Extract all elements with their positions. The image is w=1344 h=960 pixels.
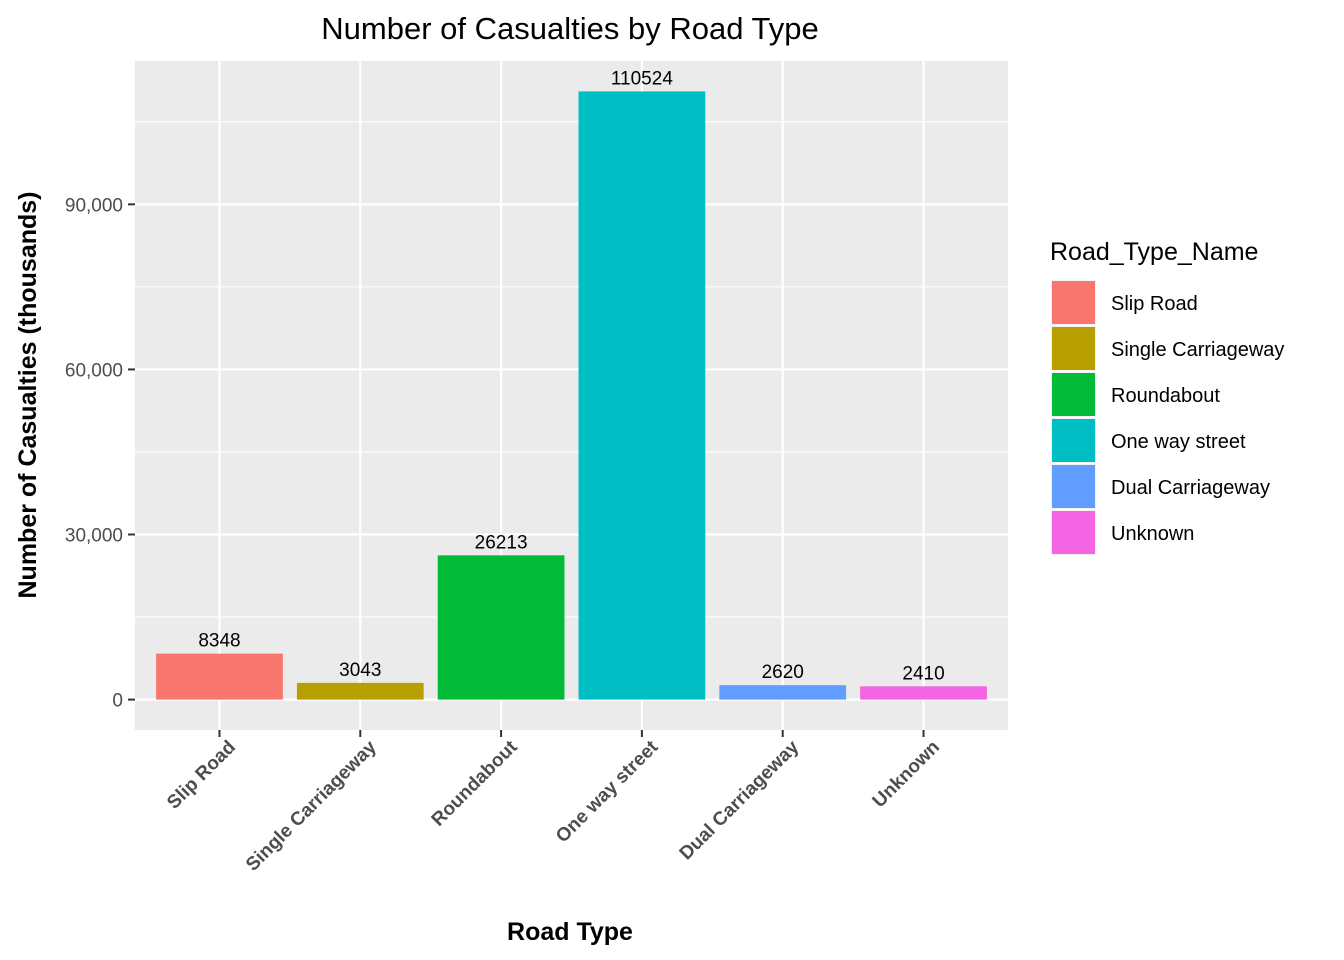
x-tick-label: Roundabout	[428, 736, 522, 830]
data-label-3: 26213	[475, 532, 528, 553]
legend-title: Road_Type_Name	[1050, 238, 1258, 266]
x-tick-label: One way street	[552, 736, 663, 847]
legend-label: Slip Road	[1111, 293, 1198, 315]
x-axis-title: Road Type	[507, 918, 633, 946]
data-labels: 8348 3043 26213 110524 2620 2410	[198, 68, 944, 684]
y-tick-label: 0	[112, 691, 123, 712]
x-tick-label: Dual Carriageway	[676, 736, 804, 864]
x-tick-label: Unknown	[869, 737, 944, 812]
x-tick-label: Slip Road	[163, 737, 240, 814]
legend-label: Roundabout	[1111, 385, 1220, 407]
y-tick-label: 90,000	[65, 195, 123, 216]
legend-swatch	[1052, 281, 1095, 324]
x-tick-label: Single Carriageway	[242, 736, 381, 875]
data-label-6: 2410	[902, 663, 944, 684]
legend-swatch	[1052, 511, 1095, 554]
x-axis: Slip Road Single Carriageway Roundabout One…	[163, 730, 944, 875]
legend-swatch	[1052, 373, 1095, 416]
y-tick-label: 30,000	[65, 526, 123, 547]
y-axis: 0 30,000 60,000 90,000	[65, 195, 135, 712]
data-label-1: 8348	[198, 631, 240, 652]
legend-label: One way street	[1111, 431, 1246, 453]
minor-gridlines	[135, 121, 1008, 618]
data-label-5: 2620	[762, 662, 804, 683]
legend-items: Slip Road Single Carriageway Roundabout One…	[1051, 280, 1284, 555]
bars	[156, 91, 987, 700]
bar-6	[860, 686, 987, 700]
bar-3	[437, 555, 565, 700]
bar-5	[719, 685, 847, 700]
legend: Road_Type_Name Slip Road Single Carriagew…	[1050, 238, 1284, 555]
bar-4	[578, 91, 706, 700]
legend-label: Dual Carriageway	[1111, 477, 1270, 499]
bar-2	[296, 682, 424, 700]
legend-label: Single Carriageway	[1111, 339, 1284, 361]
plot-panel	[135, 61, 1008, 730]
data-label-2: 3043	[339, 660, 381, 681]
legend-swatch	[1052, 327, 1095, 370]
legend-label: Unknown	[1111, 523, 1194, 545]
legend-swatch	[1052, 465, 1095, 508]
y-axis-title: Number of Casualties (thousands)	[14, 192, 42, 599]
legend-swatch	[1052, 419, 1095, 462]
y-tick-label: 60,000	[65, 360, 123, 381]
chart-title: Number of Casualties by Road Type	[321, 11, 818, 46]
data-label-4: 110524	[611, 68, 673, 89]
bar-1	[156, 653, 283, 700]
